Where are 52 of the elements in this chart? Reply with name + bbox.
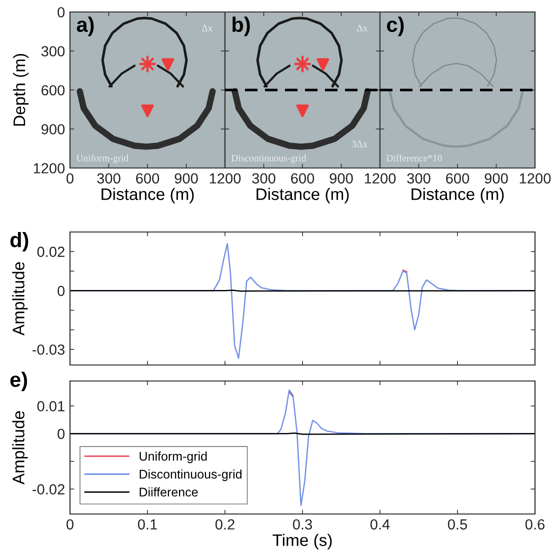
- annotation: Uniform-grid: [76, 154, 128, 164]
- x-tick-label: 600: [136, 173, 160, 184]
- x-axis-title: Distance (m): [102, 188, 194, 204]
- y-tick-label: 0: [58, 428, 65, 440]
- x-axis-title: Time (s): [272, 534, 332, 550]
- y-tick-label: -0.02: [32, 484, 64, 494]
- y-tick-label: 600: [42, 85, 65, 96]
- x-tick-label: 1200: [210, 173, 241, 184]
- annotation: Difference*10: [386, 154, 442, 162]
- annotation: c): [387, 16, 404, 36]
- legend-label: Uniform-grid: [140, 452, 207, 464]
- y-tick-label: 0.02: [37, 246, 64, 257]
- x-tick-label: 900: [174, 173, 198, 184]
- x-tick-label: 1200: [520, 173, 551, 184]
- y-axis-title: Amplitude: [12, 262, 28, 336]
- annotation: Δx: [356, 24, 368, 32]
- text: e): [10, 372, 28, 392]
- x-axis-title: Distance (m): [256, 188, 349, 204]
- x-tick-label: 600: [446, 173, 470, 184]
- legend-label: Discontinuous-grid: [140, 469, 242, 482]
- x-tick-label: 0.4: [370, 519, 390, 530]
- y-axis-title: Depth (m): [12, 54, 29, 126]
- x-tick-label: 900: [484, 173, 508, 184]
- y-axis-title: Amplitude: [12, 411, 28, 485]
- x-tick-label: 300: [252, 173, 276, 184]
- annotation: b): [232, 16, 250, 36]
- text: d): [10, 232, 28, 252]
- x-axis-title: Distance (m): [412, 188, 504, 204]
- x-tick-label: 600: [291, 173, 314, 184]
- y-tick-label: 0.01: [37, 401, 64, 412]
- y-tick-label: 1200: [34, 163, 65, 174]
- y-tick-label: 300: [41, 46, 65, 56]
- y-tick-label: 0: [58, 286, 65, 296]
- x-tick-label: 0.1: [138, 519, 157, 530]
- x-tick-label: 300: [407, 173, 430, 184]
- x-tick-label: 0: [66, 173, 74, 184]
- x-tick-label: 1200: [364, 173, 396, 184]
- x-tick-label: 900: [330, 173, 353, 184]
- x-tick-label: 0.6: [525, 519, 544, 530]
- y-tick-label: 0: [58, 7, 65, 18]
- y-tick-label: -0.03: [32, 344, 64, 355]
- annotation: Δx: [202, 24, 212, 32]
- x-tick-label: 300: [97, 173, 120, 184]
- x-tick-label: 0.3: [292, 519, 312, 530]
- annotation: 3Δx: [352, 140, 368, 148]
- x-tick-label: 0.5: [448, 519, 468, 530]
- annotation: a): [76, 16, 94, 36]
- x-tick-label: 0: [66, 519, 74, 530]
- x-tick-label: 0.2: [215, 519, 234, 530]
- annotation: Discontinuous-grid: [231, 154, 306, 164]
- legend-label: Diifference: [140, 487, 198, 497]
- y-tick-label: 900: [41, 124, 65, 134]
